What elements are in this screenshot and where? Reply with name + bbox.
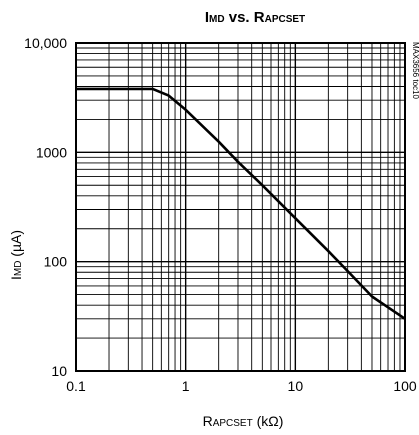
y-tick-label: 10,000 [24,35,67,51]
chart-title: IMD vs. RAPCSET [205,9,305,26]
series-line [76,87,406,320]
figure-id: MAX3656 toc10 [411,42,419,99]
x-axis-label: RAPCSET (kΩ) [203,413,284,429]
x-tick-label: 100 [393,378,417,394]
y-tick-label: 1000 [36,144,67,160]
y-tick-label: 10 [51,363,67,379]
y-axis-label: IMD (µA) [8,230,24,280]
x-tick-label: 0.1 [66,378,86,394]
plot-frame [75,42,406,372]
x-tick-label: 10 [288,378,304,394]
y-tick-labels: 10 100 1000 10,000 [24,35,67,379]
x-tick-labels: 0.1 1 10 100 [66,378,417,394]
x-tick-label: 1 [182,378,190,394]
y-tick-label: 100 [44,254,68,270]
minor-grid [76,43,405,371]
major-grid [75,43,405,372]
